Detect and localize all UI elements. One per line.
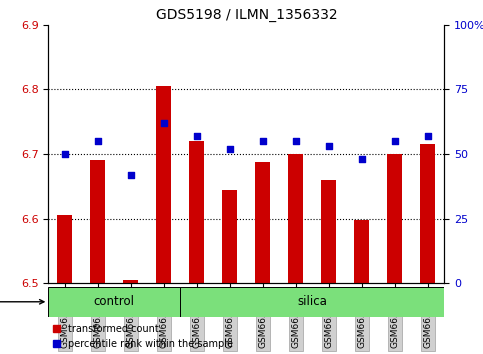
- Legend: transformed count, percentile rank within the sample: transformed count, percentile rank withi…: [53, 324, 233, 349]
- Bar: [123, 280, 138, 283]
- Bar: [321, 180, 336, 283]
- Point: [259, 138, 267, 144]
- Bar: [57, 215, 72, 283]
- Point: [94, 138, 102, 144]
- Bar: [355, 220, 369, 283]
- Bar: [48, 287, 180, 317]
- Bar: [90, 160, 105, 283]
- Point: [391, 138, 399, 144]
- Text: silica: silica: [298, 295, 327, 308]
- Bar: [420, 144, 435, 283]
- Point: [325, 143, 333, 149]
- Point: [424, 133, 432, 139]
- Bar: [156, 86, 171, 283]
- Point: [358, 156, 366, 162]
- Point: [160, 120, 168, 126]
- Text: agent: agent: [0, 297, 44, 307]
- Point: [127, 172, 135, 177]
- Point: [226, 146, 234, 152]
- Point: [292, 138, 300, 144]
- Bar: [288, 154, 303, 283]
- Bar: [180, 287, 444, 317]
- Title: GDS5198 / ILMN_1356332: GDS5198 / ILMN_1356332: [156, 8, 337, 22]
- Bar: [189, 141, 204, 283]
- Bar: [222, 189, 237, 283]
- Point: [193, 133, 201, 139]
- Point: [61, 151, 69, 157]
- Bar: [256, 162, 270, 283]
- Text: control: control: [94, 295, 135, 308]
- Bar: [387, 154, 402, 283]
